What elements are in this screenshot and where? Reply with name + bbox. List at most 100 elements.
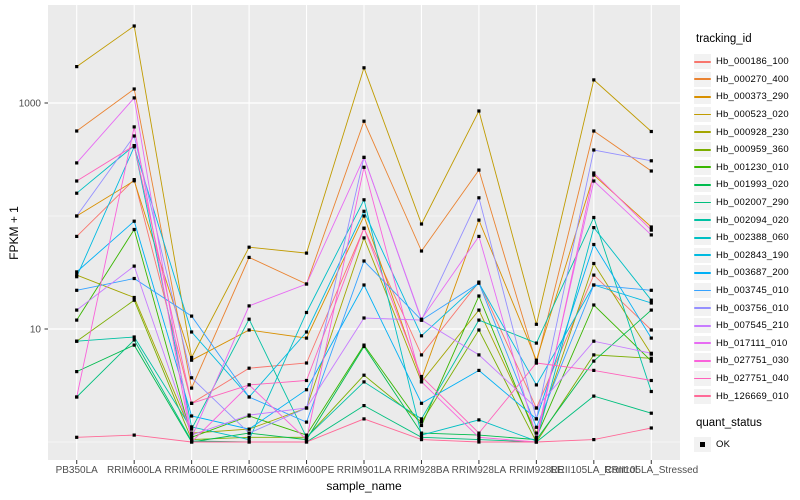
legend-key-line-icon <box>694 159 711 175</box>
data-point <box>649 228 653 232</box>
data-point <box>419 417 424 421</box>
data-point <box>362 344 366 349</box>
data-point <box>190 431 194 435</box>
legend-item-Hb_017111_010: Hb_017111_010 <box>694 335 800 353</box>
x-axis-title: sample_name <box>326 479 402 493</box>
data-point <box>649 336 653 340</box>
data-point <box>592 226 596 230</box>
data-point <box>477 418 481 422</box>
data-point <box>592 359 596 363</box>
data-point <box>649 356 653 360</box>
legend-item-Hb_001230_010: Hb_001230_010 <box>694 159 800 177</box>
data-point <box>132 96 136 100</box>
data-point <box>132 179 136 183</box>
legend-item-Hb_000928_230: Hb_000928_230 <box>694 123 800 141</box>
data-point <box>304 361 309 365</box>
data-point <box>649 389 653 394</box>
data-point <box>592 78 596 82</box>
data-point <box>132 87 136 91</box>
data-point <box>304 310 309 315</box>
legend-label: Hb_001230_010 <box>716 161 789 173</box>
data-point <box>419 420 424 424</box>
data-point <box>419 377 424 381</box>
data-point <box>304 435 309 439</box>
data-point <box>419 334 424 338</box>
data-point <box>304 282 309 286</box>
legend-item-Hb_000959_360: Hb_000959_360 <box>694 141 800 159</box>
legend-key-line-icon <box>694 177 711 193</box>
x-tick-label: RRIM600LE <box>164 465 219 476</box>
data-point <box>247 431 251 435</box>
data-point <box>190 386 194 390</box>
legend-label: Hb_000523_020 <box>716 109 789 121</box>
data-point <box>649 301 653 305</box>
legend-item-Hb_000270_400: Hb_000270_400 <box>694 71 800 89</box>
data-point <box>190 314 194 318</box>
data-point <box>247 435 251 439</box>
data-point <box>132 24 136 28</box>
data-point <box>362 209 366 213</box>
data-point <box>419 433 424 437</box>
legend-key-line-icon <box>694 230 711 246</box>
data-point <box>190 376 194 380</box>
legend-label: Hb_000186_100 <box>716 56 789 68</box>
legend: tracking_id Hb_000186_100 Hb_000270_400 Hb… <box>694 33 800 453</box>
data-point <box>649 411 653 415</box>
data-point <box>362 165 366 169</box>
data-point <box>362 417 366 421</box>
legend-label: Hb_003745_010 <box>716 285 789 297</box>
data-point <box>247 438 251 442</box>
data-point <box>649 225 653 229</box>
data-point <box>247 245 251 249</box>
data-point <box>419 380 424 384</box>
data-point <box>247 413 251 417</box>
data-point <box>132 264 136 268</box>
data-point <box>477 353 481 357</box>
legend-key-line-icon <box>694 265 711 281</box>
legend-key-line-icon <box>694 71 711 87</box>
data-point <box>304 388 309 392</box>
x-tick-label: RRIM901LA <box>337 465 392 476</box>
data-point <box>534 341 538 345</box>
data-point <box>190 414 194 418</box>
data-point <box>592 273 596 277</box>
data-point <box>592 148 596 152</box>
legend-item-Hb_027751_040: Hb_027751_040 <box>694 370 800 388</box>
legend-label: Hb_003756_010 <box>716 302 789 314</box>
data-point <box>649 129 653 134</box>
data-point <box>592 438 596 442</box>
data-point <box>592 242 596 247</box>
data-point <box>649 159 653 163</box>
data-point <box>190 358 194 362</box>
data-point <box>477 218 481 222</box>
legend-item-Hb_003687_200: Hb_003687_200 <box>694 264 800 282</box>
data-point <box>592 339 596 343</box>
data-point <box>534 417 538 421</box>
legend-label: Hb_000959_360 <box>716 144 789 156</box>
data-point <box>362 373 366 377</box>
legend-item-Hb_002843_190: Hb_002843_190 <box>694 247 800 265</box>
data-point <box>304 420 309 424</box>
data-point <box>649 298 653 302</box>
x-tick-label: RRIM600SE <box>221 465 277 476</box>
data-point <box>132 144 136 148</box>
legend-key-line-icon <box>694 353 711 369</box>
data-point <box>419 431 424 435</box>
data-point <box>304 440 309 444</box>
data-point <box>477 308 481 312</box>
x-tick-label: PB350LA <box>56 465 99 476</box>
data-point <box>132 343 136 347</box>
data-point <box>190 427 194 431</box>
legend-item-Hb_007545_210: Hb_007545_210 <box>694 317 800 335</box>
data-point <box>477 281 481 285</box>
data-point <box>75 65 79 69</box>
data-point <box>362 66 366 70</box>
data-point <box>132 295 136 300</box>
data-point <box>534 383 538 387</box>
data-point <box>75 370 79 374</box>
legend-item-Hb_003756_010: Hb_003756_010 <box>694 299 800 317</box>
data-point <box>75 161 79 165</box>
data-point <box>362 259 366 263</box>
data-point <box>419 401 424 405</box>
data-point <box>419 438 424 442</box>
